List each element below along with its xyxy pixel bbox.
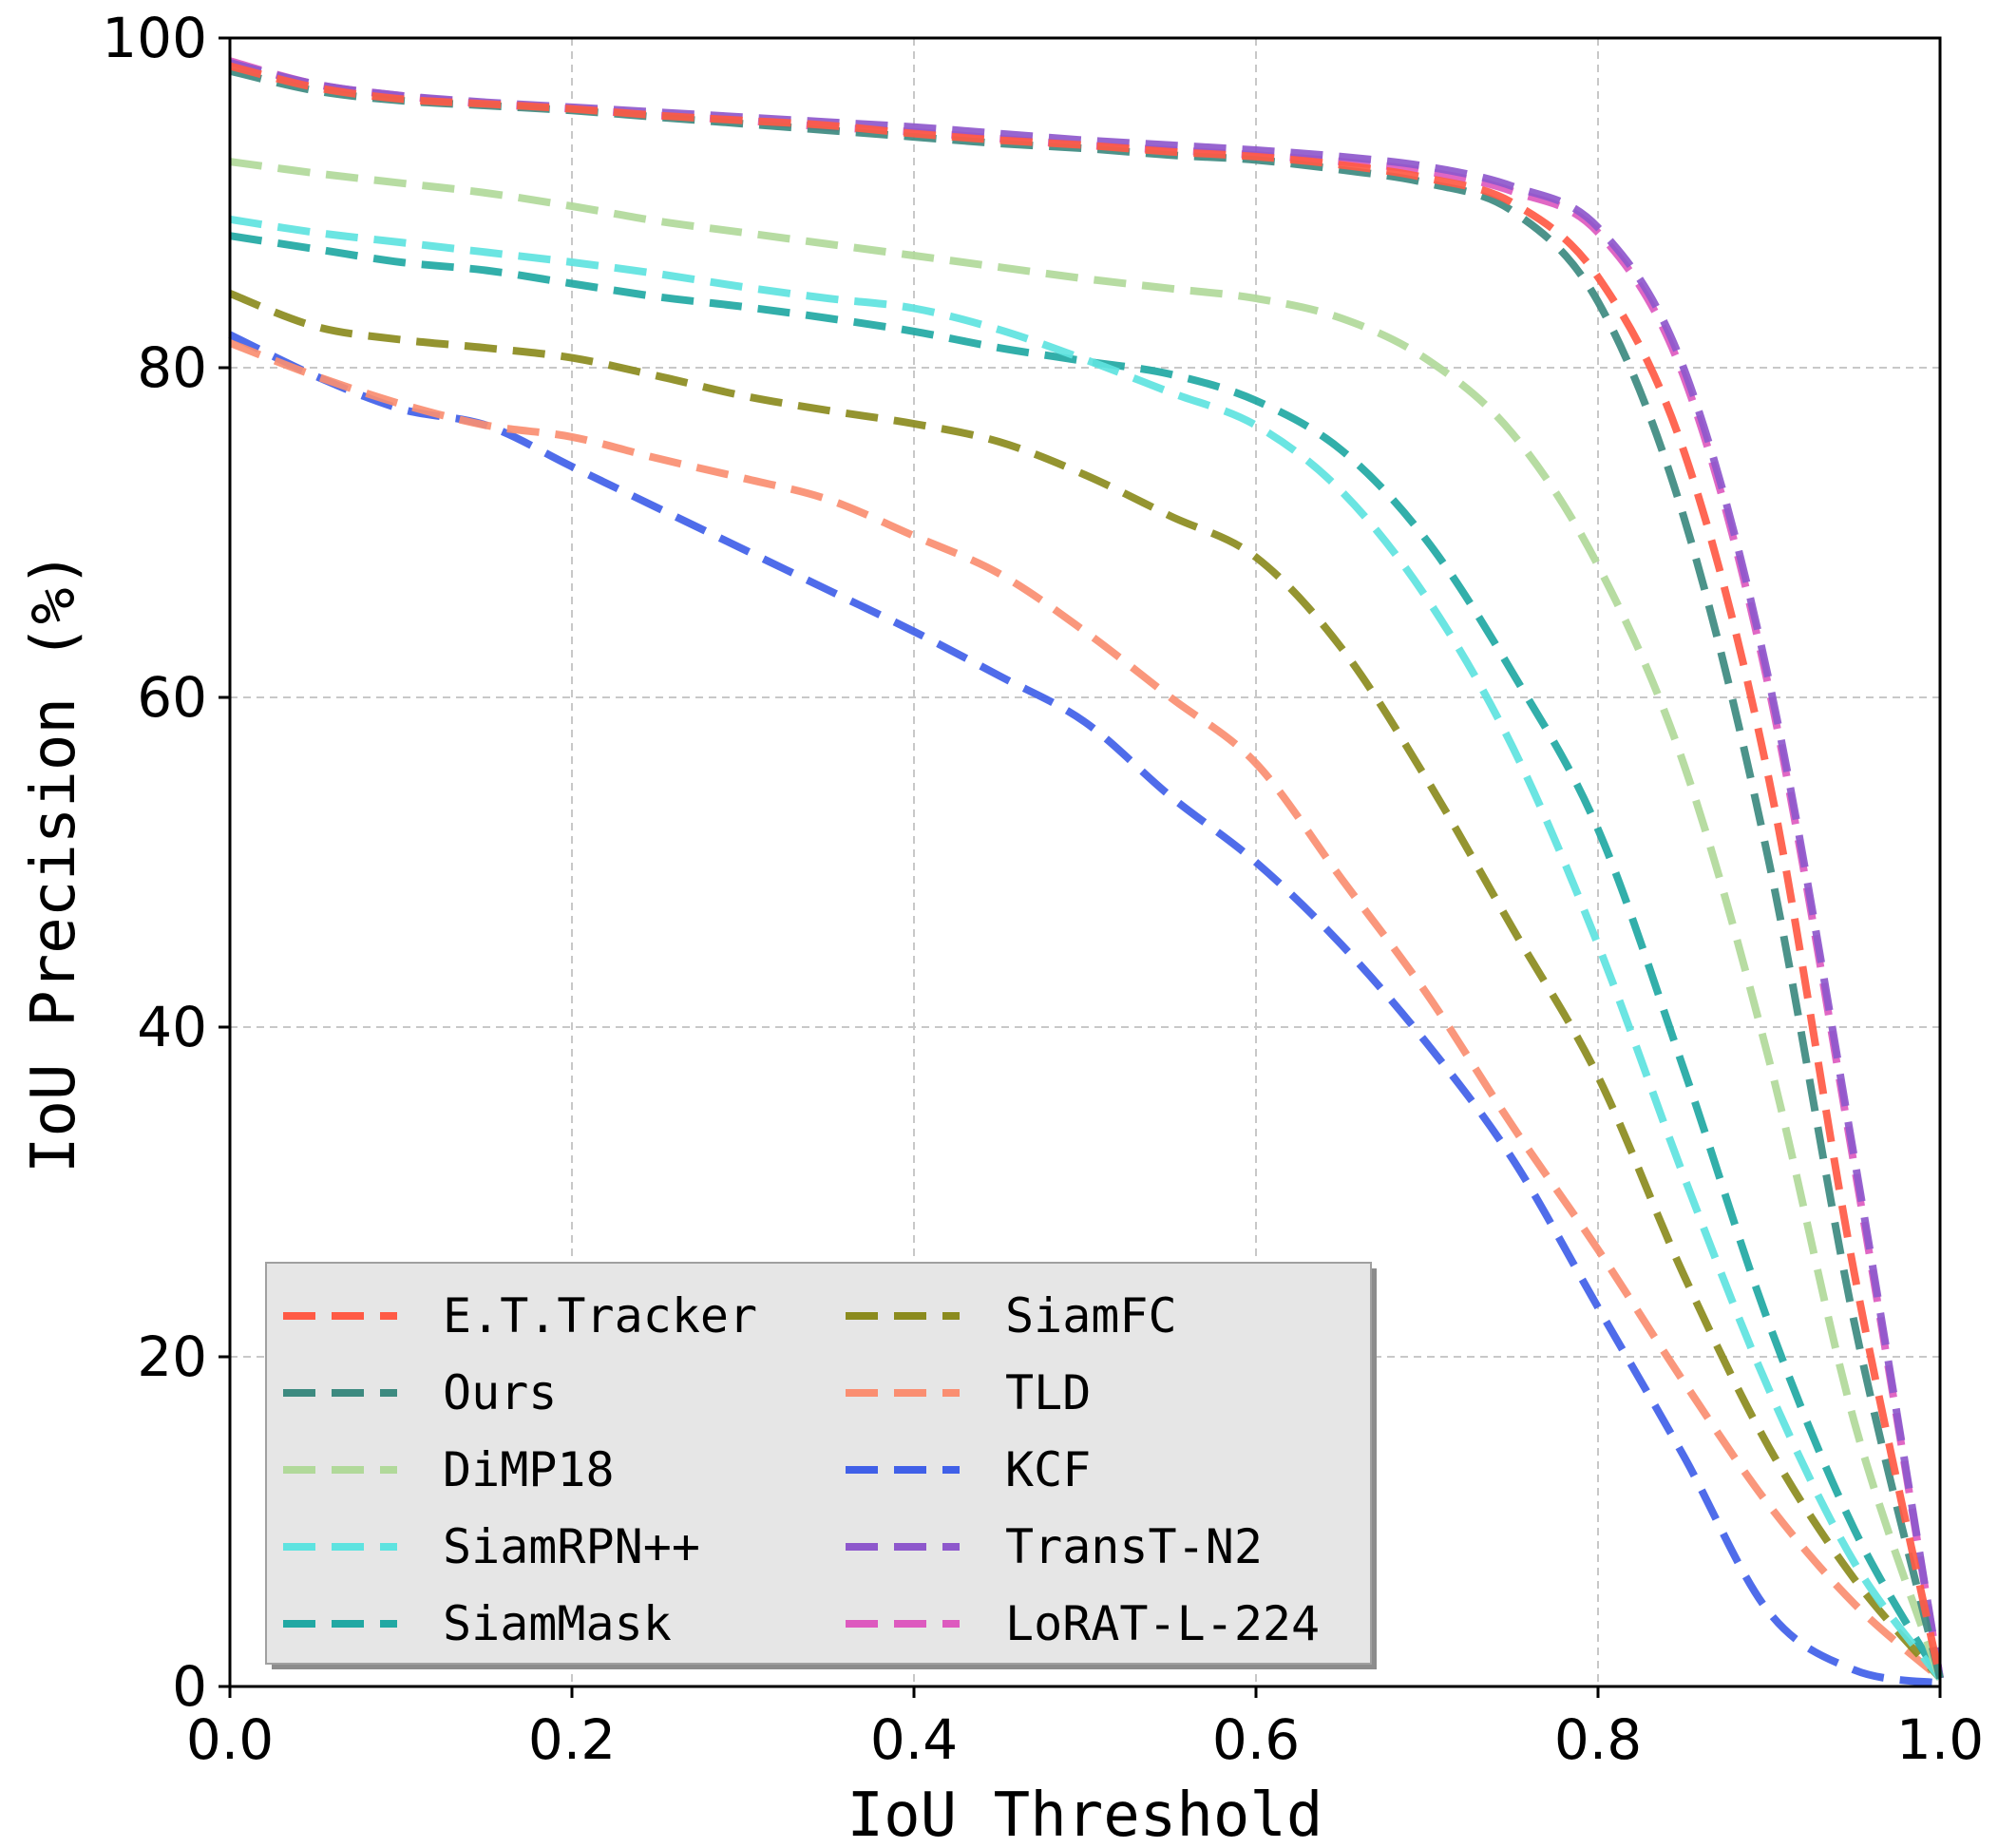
legend-label-transt-n2: TransT-N2 [1005, 1519, 1263, 1574]
x-tick-label: 0.0 [186, 1707, 274, 1772]
legend-label-tld: TLD [1005, 1365, 1091, 1420]
y-tick-label: 60 [137, 665, 207, 730]
series-line-siammask [229, 232, 1944, 1681]
legend-label-kcf: KCF [1005, 1442, 1091, 1497]
legend-box [265, 1262, 1372, 1665]
y-tick-label: 0 [172, 1654, 207, 1719]
series-line-kcf [228, 331, 1941, 1687]
x-tick-label: 0.2 [528, 1707, 616, 1772]
y-tick-label: 40 [137, 995, 207, 1059]
series-line-siamrpn [229, 215, 1944, 1681]
series-line-tld [228, 339, 1943, 1682]
series-line-siamfc [228, 290, 1944, 1681]
legend: E.T.Tracker Ours DiMP18 SiamRPN++ SiamMask Si… [265, 1262, 1377, 1669]
axis-ticks: 0.0 0.2 0.4 0.6 0.8 1.0 0 20 40 60 80 100 [102, 6, 1984, 1772]
legend-label-ours: Ours [443, 1365, 557, 1420]
x-tick-label: 0.6 [1212, 1707, 1300, 1772]
series-line-dimp18 [229, 158, 1944, 1680]
legend-label-siamrpn: SiamRPN++ [443, 1519, 700, 1574]
legend-label-siamfc: SiamFC [1005, 1288, 1177, 1343]
x-tick-label: 1.0 [1896, 1707, 1984, 1772]
plot-frame [228, 36, 1942, 1688]
legend-label-lorat-l-224: LoRAT-L-224 [1005, 1596, 1320, 1651]
legend-label-e-t-tracker: E.T.Tracker [443, 1288, 757, 1343]
series-line-e-t-tracker [229, 62, 1944, 1680]
x-axis-label: IoU Threshold [847, 1781, 1323, 1848]
y-tick-label: 80 [137, 335, 207, 400]
series-lines [228, 57, 1944, 1687]
x-tick-label: 0.8 [1554, 1707, 1642, 1772]
legend-label-dimp18: DiMP18 [443, 1442, 615, 1497]
y-tick-label: 20 [137, 1324, 207, 1389]
x-tick-label: 0.4 [870, 1707, 958, 1772]
legend-label-siammask: SiamMask [443, 1596, 672, 1651]
y-tick-label: 100 [102, 6, 207, 70]
y-axis-label: IoU Precision (%) [19, 551, 89, 1173]
